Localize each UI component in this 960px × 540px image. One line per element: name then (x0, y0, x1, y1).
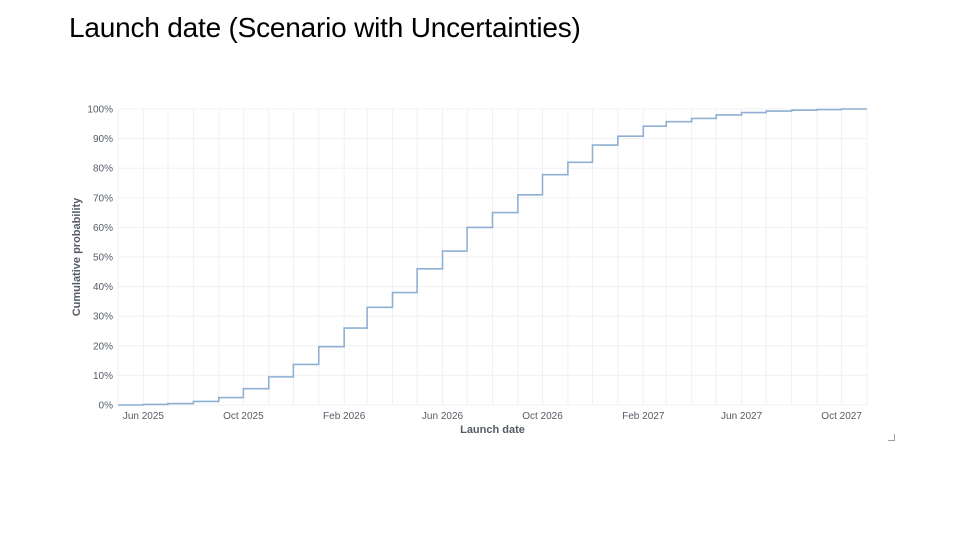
y-tick-label: 70% (93, 193, 113, 204)
x-tick-label: Oct 2027 (821, 411, 862, 422)
cumulative-probability-chart: 0% 10% 20% 30% 40% 50% 60% 70% 80% 90% 100% Jun 20… (64, 98, 896, 444)
y-tick-label: 100% (87, 105, 113, 116)
x-axis-ticks: Jun 2025 Oct 2025 Feb 2026 Jun 2026 Oct 2026… (123, 411, 862, 422)
x-tick-label: Oct 2026 (522, 411, 563, 422)
resize-handle-icon[interactable] (888, 434, 895, 441)
chart-series (117, 108, 868, 406)
y-tick-label: 50% (93, 253, 113, 264)
y-tick-label: 10% (93, 371, 113, 382)
chart-container: 0% 10% 20% 30% 40% 50% 60% 70% 80% 90% 100% Jun 20… (64, 98, 896, 444)
y-axis-ticks: 0% 10% 20% 30% 40% 50% 60% 70% 80% 90% 100% (87, 105, 113, 412)
x-tick-label: Oct 2025 (223, 411, 264, 422)
x-tick-label: Jun 2026 (422, 411, 464, 422)
cumulative-probability-line (118, 108, 867, 406)
y-tick-label: 90% (93, 134, 113, 145)
y-tick-label: 30% (93, 312, 113, 323)
y-axis-title: Cumulative probability (71, 197, 83, 316)
slide-title: Launch date (Scenario with Uncertainties… (69, 12, 581, 43)
x-axis-title: Launch date (460, 424, 525, 436)
chart-background (64, 98, 896, 444)
y-tick-label: 40% (93, 282, 113, 293)
x-tick-label: Jun 2027 (721, 411, 763, 422)
y-tick-label: 20% (93, 341, 113, 352)
y-tick-label: 0% (99, 401, 114, 412)
y-tick-label: 80% (93, 164, 113, 175)
x-tick-label: Feb 2027 (622, 411, 665, 422)
y-tick-label: 60% (93, 223, 113, 234)
x-tick-label: Jun 2025 (123, 411, 165, 422)
x-tick-label: Feb 2026 (323, 411, 366, 422)
